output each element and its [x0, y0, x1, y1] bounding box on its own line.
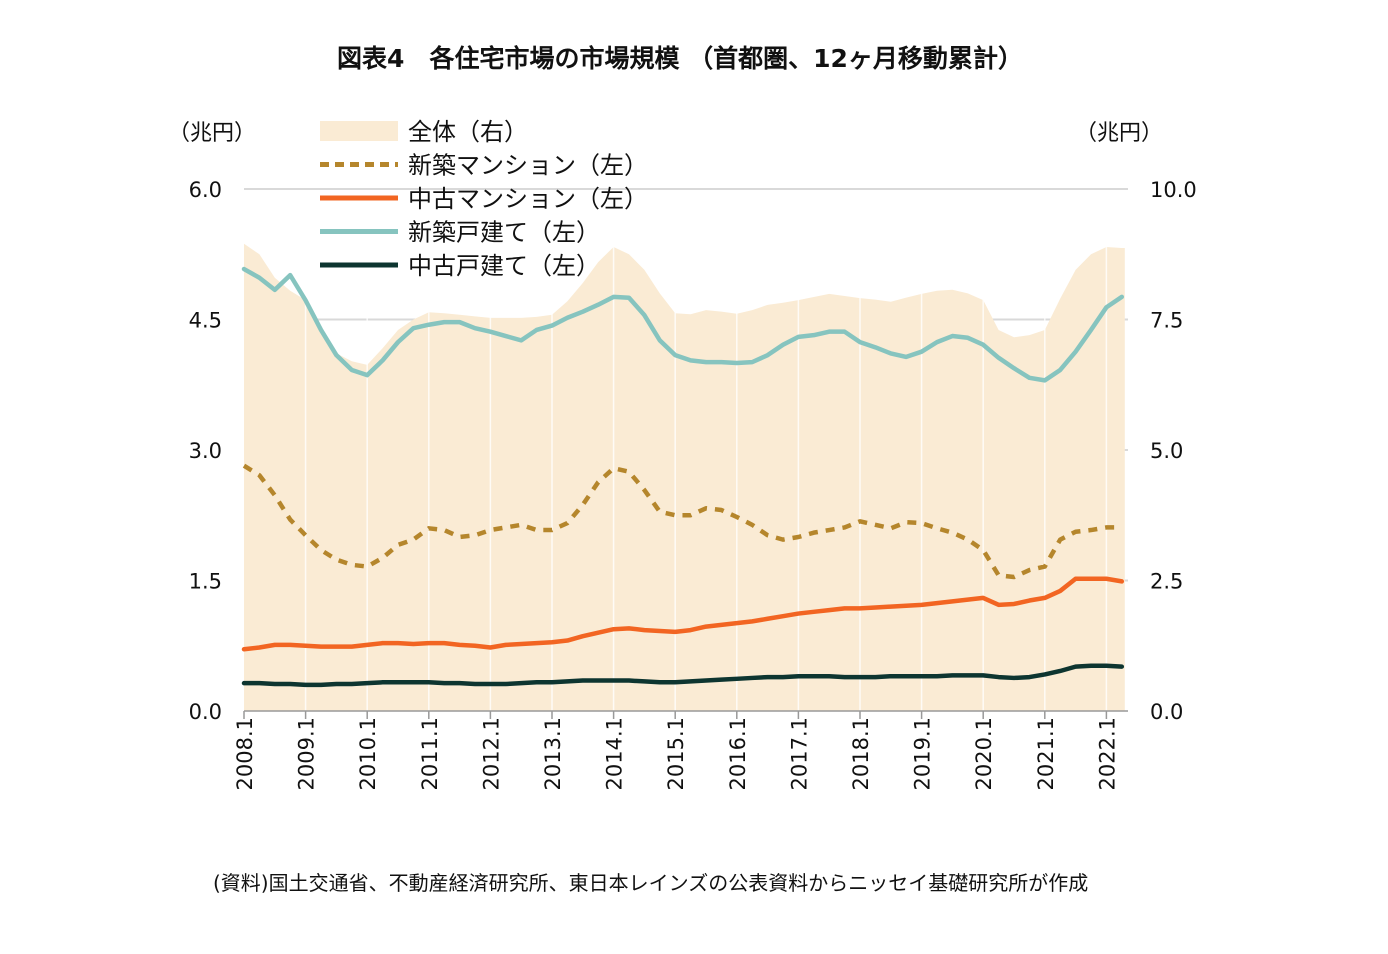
- legend-swatch: [320, 121, 398, 141]
- right-tick-label: 7.5: [1150, 309, 1183, 333]
- chart-title: 図表4 各住宅市場の市場規模 （首都圏、12ヶ月移動累計）: [337, 44, 1023, 73]
- x-tick-label: 2009.1: [295, 717, 319, 790]
- x-tick-label: 2014.1: [603, 717, 627, 790]
- legend-label: 全体（右）: [408, 118, 528, 146]
- series-line: [241, 576, 1125, 652]
- x-tick-label: 2015.1: [664, 717, 688, 790]
- x-tick-label: 2020.1: [972, 717, 996, 790]
- x-tick-label: 2012.1: [479, 717, 503, 790]
- total-area: [244, 243, 1125, 711]
- x-tick-label: 2019.1: [911, 717, 935, 790]
- legend-label: 新築戸建て（左）: [408, 219, 600, 247]
- left-tick-label: 3.0: [189, 439, 222, 463]
- x-tick-label: 2010.1: [356, 717, 380, 790]
- left-tick-label: 6.0: [189, 178, 222, 202]
- x-tick-label: 2016.1: [726, 717, 750, 790]
- x-tick-label: 2017.1: [787, 717, 811, 790]
- x-tick-label: 2022.1: [1095, 717, 1119, 790]
- x-tick-label: 2011.1: [418, 717, 442, 790]
- series-line: [242, 463, 1122, 580]
- series-line: [241, 663, 1125, 688]
- right-axis-unit: （兆円）: [1075, 121, 1163, 146]
- legend-label: 中古戸建て（左）: [408, 252, 600, 280]
- right-tick-label: 5.0: [1150, 439, 1183, 463]
- x-tick-label: 2013.1: [541, 717, 565, 790]
- x-tick-label: 2008.1: [233, 717, 257, 790]
- left-tick-label: 4.5: [189, 309, 222, 333]
- right-tick-label: 2.5: [1150, 570, 1183, 594]
- legend-label: 新築マンション（左）: [408, 152, 648, 180]
- x-tick-label: 2021.1: [1034, 717, 1058, 790]
- right-tick-label: 10.0: [1150, 178, 1197, 202]
- x-tick-label: 2018.1: [849, 717, 873, 790]
- legend-label: 中古マンション（左）: [408, 185, 648, 213]
- right-tick-label: 0.0: [1150, 700, 1183, 724]
- series-line: [241, 266, 1125, 383]
- left-tick-label: 1.5: [189, 570, 222, 594]
- source-note: (資料)国土交通省、不動産経済研究所、東日本レインズの公表資料からニッセイ基礎研…: [213, 871, 1088, 895]
- left-axis-unit: （兆円）: [168, 121, 256, 146]
- left-tick-label: 0.0: [189, 700, 222, 724]
